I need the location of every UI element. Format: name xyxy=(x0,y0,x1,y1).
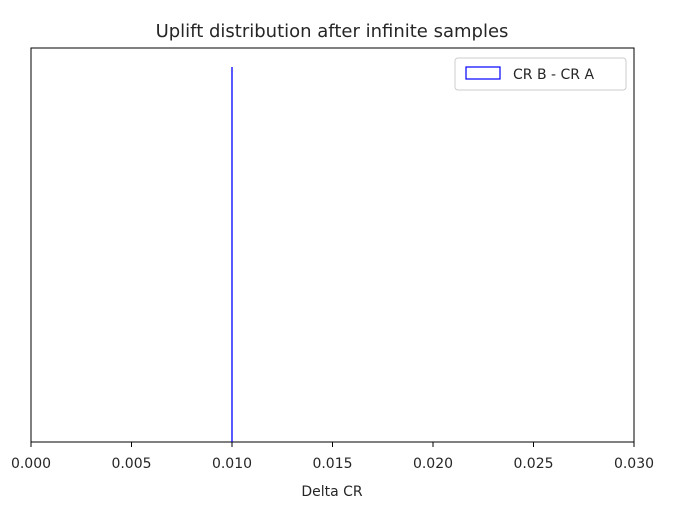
x-tick-label: 0.030 xyxy=(614,456,654,472)
legend-label: CR B - CR A xyxy=(513,67,594,83)
legend: CR B - CR A xyxy=(454,57,627,91)
x-tick-label: 0.005 xyxy=(111,456,151,472)
legend-box xyxy=(454,57,627,91)
x-axis-label: Delta CR xyxy=(301,484,363,500)
chart-title: Uplift distribution after infinite sampl… xyxy=(156,21,509,42)
x-tick-label: 0.020 xyxy=(413,456,453,472)
x-tick-label: 0.025 xyxy=(513,456,553,472)
x-tick-label: 0.000 xyxy=(11,456,51,472)
x-axis: 0.000 0.005 0.010 0.015 0.020 0.025 0.030 xyxy=(11,442,654,472)
x-tick-label: 0.010 xyxy=(212,456,252,472)
x-tick-label: 0.015 xyxy=(312,456,352,472)
legend-swatch xyxy=(465,66,501,80)
plot-area xyxy=(30,47,635,443)
